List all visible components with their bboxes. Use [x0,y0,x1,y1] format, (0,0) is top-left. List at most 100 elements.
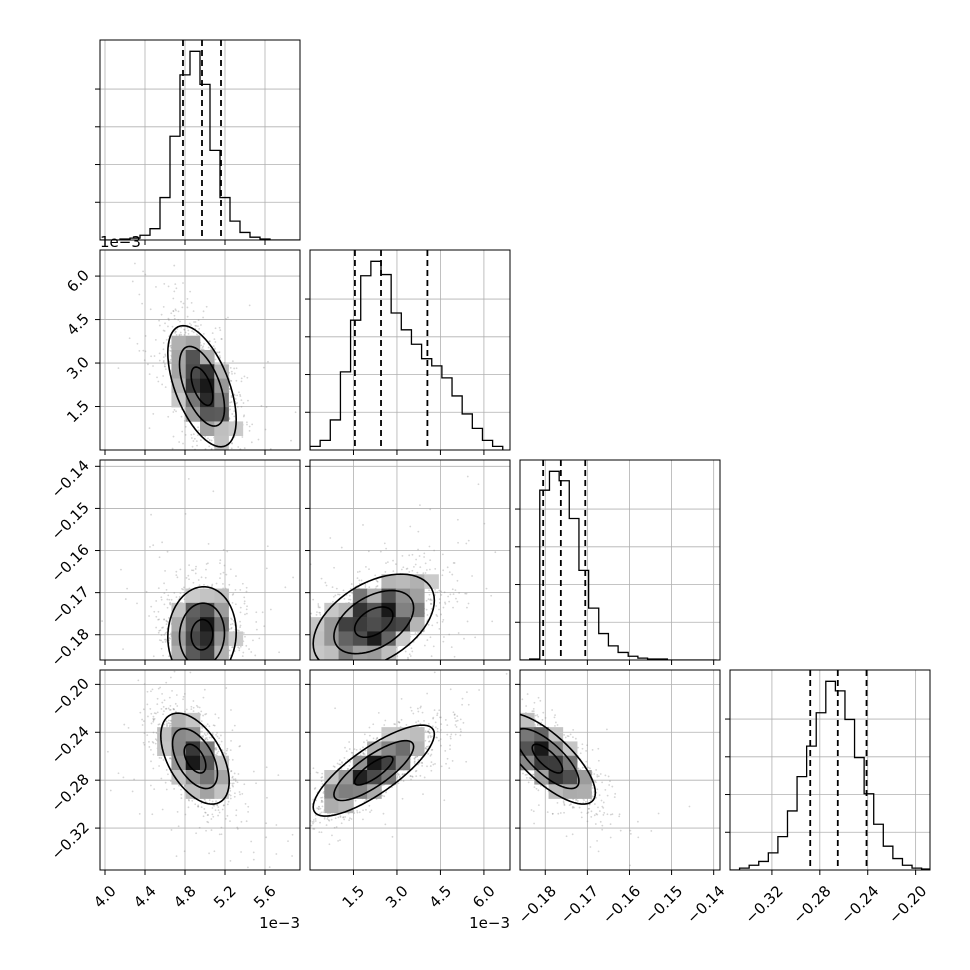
scatter-point [205,725,207,728]
scatter-point [430,655,433,658]
scatter-point [236,664,238,666]
scatter-point [324,581,327,584]
scatter-point [163,603,166,606]
scatter-point [236,406,239,408]
scatter-point [158,324,161,327]
scatter-point [426,639,429,641]
density-cell [185,335,201,351]
scatter-point [392,570,395,573]
density-cell [200,364,215,379]
density-cell [310,631,325,647]
scatter-point [252,858,255,861]
scatter-point [173,670,176,673]
density-cell [171,364,187,379]
scatter-point [316,611,318,614]
scatter-point [456,579,459,582]
panel-frame [309,459,511,661]
scatter-point [485,587,488,590]
scatter-point [209,661,211,663]
scatter-point [188,662,190,664]
scatter-point [208,445,211,448]
scatter-point [170,675,172,677]
scatter-point [220,826,223,829]
scatter-point [162,329,165,332]
scatter-point [219,451,221,453]
scatter-point [513,557,515,559]
scatter-point [201,346,204,349]
histogram-panel-1 [305,249,511,455]
scatter-point [161,541,164,544]
scatter-point [198,677,200,679]
scatter-point [202,666,204,668]
scatter-point [191,330,194,333]
scatter-point [149,545,151,548]
scatter-point [190,433,193,436]
scatter-point [184,512,187,515]
scatter-point [140,219,142,221]
scatter-point [429,603,432,605]
scatter-point [227,457,229,459]
scatter-point [201,685,203,687]
scatter-point [229,794,232,797]
scatter-point [231,442,233,445]
scatter-point [222,456,224,458]
scatter-point [440,590,443,593]
scatter-point [158,319,160,322]
scatter-point [252,639,254,642]
scatter-point [235,575,237,577]
scatter-point [358,579,361,582]
scatter-point [175,287,178,290]
scatter-point [233,410,236,413]
scatter-point [164,632,167,635]
scatter-point [186,668,188,670]
scatter-point [257,603,259,605]
scatter-point [411,650,414,653]
scatter-point [149,308,152,311]
scatter-point [371,667,373,669]
scatter-point [209,681,211,683]
scatter-point [218,326,221,329]
scatter-point [340,680,342,682]
scatter-point [396,655,399,658]
scatter-point [241,701,243,703]
scatter-point [157,687,160,690]
scatter-point [229,859,232,862]
scatter-point [393,706,395,708]
scatter-point [334,594,337,597]
scatter-point [221,808,224,811]
scatter-point [433,549,436,552]
scatter-point [405,568,408,570]
scatter-point [348,661,350,663]
scatter-point [162,705,165,708]
scatter-point [171,447,174,450]
scatter-point [360,579,363,582]
scatter-point [273,657,275,659]
scatter-point [242,415,245,418]
scatter-point [364,586,367,588]
scatter-point [356,571,359,573]
panel-frame [519,459,721,661]
density-cell [338,602,354,618]
scatter-point [194,572,197,575]
scatter-point [422,686,424,688]
scatter-point [184,425,187,428]
scatter-point [429,602,432,605]
scatter-point [167,773,169,776]
scatter-point [123,706,125,708]
scatter-point [181,455,183,457]
scatter-point [168,616,170,619]
scatter-point [223,661,225,663]
scatter-point [231,360,234,363]
scatter-point [375,579,378,581]
scatter-point [190,681,192,683]
scatter-point [229,388,231,391]
scatter-point [183,333,186,336]
scatter-point [180,300,182,303]
scatter-point [356,577,359,580]
density-cell [338,617,354,632]
scatter-point [207,667,209,669]
scatter-point [451,588,454,591]
scatter-point [343,597,346,600]
scatter-point [202,316,205,319]
scatter-point [216,351,219,354]
